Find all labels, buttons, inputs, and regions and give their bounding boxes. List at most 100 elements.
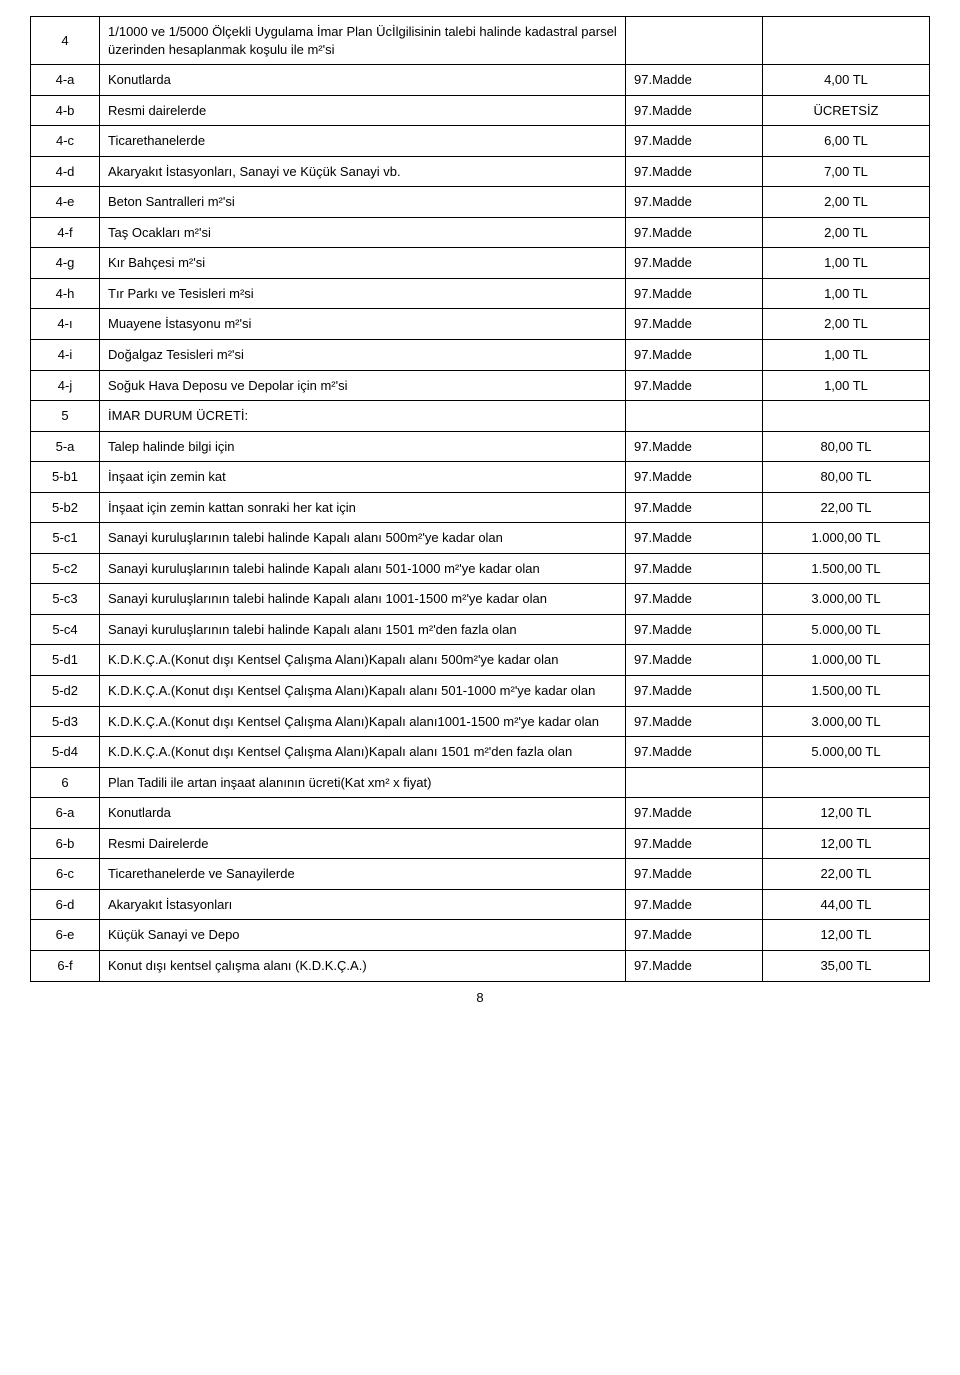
table-row: 5-c2Sanayi kuruluşlarının talebi halinde… bbox=[31, 553, 930, 584]
row-id: 5-c3 bbox=[31, 584, 100, 615]
row-id: 5-b2 bbox=[31, 492, 100, 523]
row-fee: 1.000,00 TL bbox=[763, 523, 930, 554]
row-fee: 1,00 TL bbox=[763, 248, 930, 279]
table-row: 4-eBeton Santralleri m²'si97.Madde2,00 T… bbox=[31, 187, 930, 218]
row-label: Sanayi kuruluşlarının talebi halinde Kap… bbox=[100, 584, 626, 615]
row-label: İMAR DURUM ÜCRETİ: bbox=[100, 401, 626, 432]
row-label: Muayene İstasyonu m²'si bbox=[100, 309, 626, 340]
row-reference: 97.Madde bbox=[626, 340, 763, 371]
row-reference: 97.Madde bbox=[626, 95, 763, 126]
row-label: 1/1000 ve 1/5000 Ölçekli Uygulama İmar P… bbox=[100, 17, 626, 65]
row-reference: 97.Madde bbox=[626, 370, 763, 401]
row-id: 4 bbox=[31, 17, 100, 65]
row-reference: 97.Madde bbox=[626, 798, 763, 829]
row-id: 5-c2 bbox=[31, 553, 100, 584]
row-id: 6-f bbox=[31, 950, 100, 981]
row-id: 5-d3 bbox=[31, 706, 100, 737]
row-fee: 1,00 TL bbox=[763, 340, 930, 371]
table-row: 5-b2İnşaat için zemin kattan sonraki her… bbox=[31, 492, 930, 523]
table-row: 5İMAR DURUM ÜCRETİ: bbox=[31, 401, 930, 432]
row-fee: 12,00 TL bbox=[763, 798, 930, 829]
row-reference: 97.Madde bbox=[626, 523, 763, 554]
table-row: 4-jSoğuk Hava Deposu ve Depolar için m²'… bbox=[31, 370, 930, 401]
row-id: 4-e bbox=[31, 187, 100, 218]
row-fee: 1.000,00 TL bbox=[763, 645, 930, 676]
row-fee: 22,00 TL bbox=[763, 492, 930, 523]
row-label: Kır Bahçesi m²'si bbox=[100, 248, 626, 279]
table-row: 5-d4K.D.K.Ç.A.(Konut dışı Kentsel Çalışm… bbox=[31, 737, 930, 768]
row-fee: 7,00 TL bbox=[763, 156, 930, 187]
row-reference: 97.Madde bbox=[626, 309, 763, 340]
row-label: Konut dışı kentsel çalışma alanı (K.D.K.… bbox=[100, 950, 626, 981]
table-row: 4-dAkaryakıt İstasyonları, Sanayi ve Küç… bbox=[31, 156, 930, 187]
row-fee bbox=[763, 17, 930, 65]
row-id: 4-ı bbox=[31, 309, 100, 340]
row-reference bbox=[626, 767, 763, 798]
row-fee: 80,00 TL bbox=[763, 462, 930, 493]
table-row: 6-bResmi Dairelerde97.Madde12,00 TL bbox=[31, 828, 930, 859]
page-number: 8 bbox=[30, 990, 930, 1005]
row-label: Küçük Sanayi ve Depo bbox=[100, 920, 626, 951]
row-label: Ticarethanelerde ve Sanayilerde bbox=[100, 859, 626, 890]
row-fee: 4,00 TL bbox=[763, 65, 930, 96]
row-fee: 44,00 TL bbox=[763, 889, 930, 920]
row-id: 4-h bbox=[31, 278, 100, 309]
row-fee: 6,00 TL bbox=[763, 126, 930, 157]
row-reference: 97.Madde bbox=[626, 614, 763, 645]
row-reference: 97.Madde bbox=[626, 737, 763, 768]
row-fee: 12,00 TL bbox=[763, 828, 930, 859]
row-label: Soğuk Hava Deposu ve Depolar için m²'si bbox=[100, 370, 626, 401]
row-label: K.D.K.Ç.A.(Konut dışı Kentsel Çalışma Al… bbox=[100, 645, 626, 676]
row-id: 5-d4 bbox=[31, 737, 100, 768]
table-row: 4-iDoğalgaz Tesisleri m²'si97.Madde1,00 … bbox=[31, 340, 930, 371]
row-reference: 97.Madde bbox=[626, 889, 763, 920]
row-reference: 97.Madde bbox=[626, 676, 763, 707]
row-reference: 97.Madde bbox=[626, 950, 763, 981]
row-label: Taş Ocakları m²'si bbox=[100, 217, 626, 248]
row-reference: 97.Madde bbox=[626, 492, 763, 523]
row-fee: 1,00 TL bbox=[763, 370, 930, 401]
row-label: Konutlarda bbox=[100, 798, 626, 829]
row-label: Sanayi kuruluşlarının talebi halinde Kap… bbox=[100, 523, 626, 554]
row-reference: 97.Madde bbox=[626, 431, 763, 462]
row-label: Resmi dairelerde bbox=[100, 95, 626, 126]
row-label: Beton Santralleri m²'si bbox=[100, 187, 626, 218]
row-label: Sanayi kuruluşlarının talebi halinde Kap… bbox=[100, 553, 626, 584]
table-row: 4-aKonutlarda97.Madde4,00 TL bbox=[31, 65, 930, 96]
row-label: Sanayi kuruluşlarının talebi halinde Kap… bbox=[100, 614, 626, 645]
row-reference bbox=[626, 17, 763, 65]
row-id: 5-a bbox=[31, 431, 100, 462]
table-row: 4-hTır Parkı ve Tesisleri m²si97.Madde1,… bbox=[31, 278, 930, 309]
table-row: 5-b1İnşaat için zemin kat97.Madde80,00 T… bbox=[31, 462, 930, 493]
row-label: K.D.K.Ç.A.(Konut dışı Kentsel Çalışma Al… bbox=[100, 706, 626, 737]
row-fee: 1,00 TL bbox=[763, 278, 930, 309]
row-reference: 97.Madde bbox=[626, 462, 763, 493]
row-fee: 12,00 TL bbox=[763, 920, 930, 951]
table-row: 4-ıMuayene İstasyonu m²'si97.Madde2,00 T… bbox=[31, 309, 930, 340]
row-id: 5-b1 bbox=[31, 462, 100, 493]
row-reference: 97.Madde bbox=[626, 645, 763, 676]
row-reference: 97.Madde bbox=[626, 706, 763, 737]
row-label: K.D.K.Ç.A.(Konut dışı Kentsel Çalışma Al… bbox=[100, 676, 626, 707]
table-row: 4-bResmi dairelerde97.MaddeÜCRETSİZ bbox=[31, 95, 930, 126]
row-label: Plan Tadili ile artan inşaat alanının üc… bbox=[100, 767, 626, 798]
row-reference bbox=[626, 401, 763, 432]
row-id: 5-d1 bbox=[31, 645, 100, 676]
row-label: İnşaat için zemin kattan sonraki her kat… bbox=[100, 492, 626, 523]
table-row: 41/1000 ve 1/5000 Ölçekli Uygulama İmar … bbox=[31, 17, 930, 65]
row-id: 5-c1 bbox=[31, 523, 100, 554]
row-reference: 97.Madde bbox=[626, 187, 763, 218]
row-id: 4-f bbox=[31, 217, 100, 248]
row-id: 4-d bbox=[31, 156, 100, 187]
row-reference: 97.Madde bbox=[626, 248, 763, 279]
row-fee: 2,00 TL bbox=[763, 309, 930, 340]
row-id: 4-c bbox=[31, 126, 100, 157]
table-row: 4-cTicarethanelerde97.Madde6,00 TL bbox=[31, 126, 930, 157]
row-id: 6 bbox=[31, 767, 100, 798]
row-fee bbox=[763, 401, 930, 432]
row-id: 4-a bbox=[31, 65, 100, 96]
row-label: K.D.K.Ç.A.(Konut dışı Kentsel Çalışma Al… bbox=[100, 737, 626, 768]
row-id: 4-i bbox=[31, 340, 100, 371]
row-reference: 97.Madde bbox=[626, 278, 763, 309]
table-row: 5-aTalep halinde bilgi için97.Madde80,00… bbox=[31, 431, 930, 462]
